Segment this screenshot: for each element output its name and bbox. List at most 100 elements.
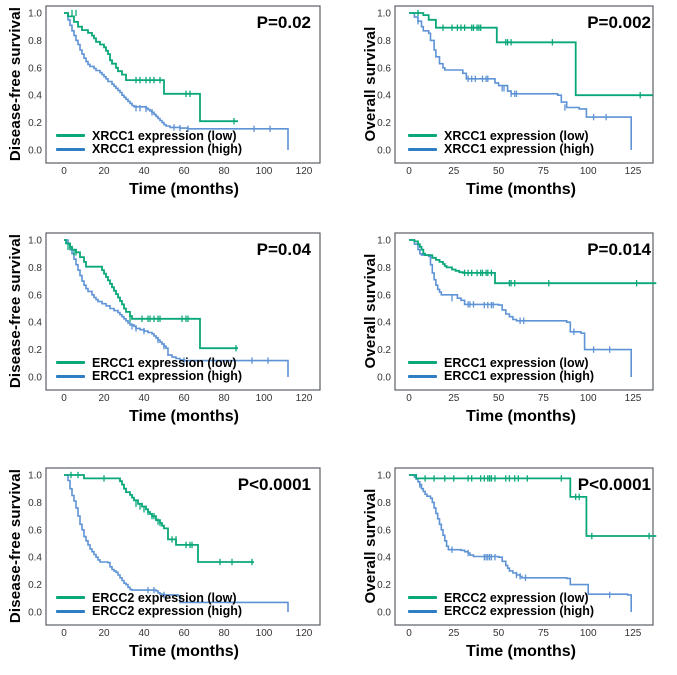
svg-text:75: 75 bbox=[538, 166, 550, 177]
svg-text:0.8: 0.8 bbox=[28, 263, 42, 274]
legend-row-high: ERCC1 expression (high) bbox=[56, 369, 243, 384]
p-value-label: P=0.014 bbox=[587, 240, 651, 259]
legend-label-low: ERCC2 expression (low) bbox=[444, 590, 589, 605]
legend-row-high: ERCC2 expression (high) bbox=[56, 604, 243, 619]
svg-text:60: 60 bbox=[178, 166, 190, 177]
legend: XRCC1 expression (low) XRCC1 expression … bbox=[56, 129, 242, 156]
svg-text:0: 0 bbox=[61, 628, 67, 639]
legend-row-low: ERCC1 expression (low) bbox=[408, 356, 594, 370]
svg-text:75: 75 bbox=[538, 393, 550, 404]
svg-text:100: 100 bbox=[256, 166, 273, 177]
svg-text:0.0: 0.0 bbox=[28, 373, 42, 384]
svg-text:50: 50 bbox=[493, 628, 505, 639]
legend-label-high: ERCC2 expression (high) bbox=[444, 604, 595, 619]
p-value-label: P=0.04 bbox=[256, 240, 311, 259]
svg-text:40: 40 bbox=[138, 628, 150, 639]
x-axis-title: Time (months) bbox=[129, 408, 239, 425]
svg-text:125: 125 bbox=[625, 628, 642, 639]
legend: ERCC2 expression (low) ERCC2 expression … bbox=[56, 591, 242, 618]
svg-text:75: 75 bbox=[538, 628, 550, 639]
x-axis-title: Time (months) bbox=[466, 408, 576, 425]
legend-swatch-high bbox=[56, 147, 85, 151]
svg-text:60: 60 bbox=[178, 628, 190, 639]
panel-dfs-xrcc1: 0 20 40 60 80 100 120 0.0 0.2 0.4 0.6 0.8 1.0 Diseas… bbox=[0, 0, 339, 225]
km-plot-dfs-ercc2: 0 20 40 60 80 100 120 0.0 0.2 0.4 0.6 0.8 1.0 bbox=[28, 467, 321, 639]
svg-text:0.0: 0.0 bbox=[377, 608, 391, 619]
svg-text:0.2: 0.2 bbox=[377, 345, 391, 356]
svg-text:60: 60 bbox=[178, 393, 190, 404]
svg-text:120: 120 bbox=[296, 393, 313, 404]
x-axis-title: Time (months) bbox=[466, 181, 576, 198]
panel-dfs-ercc2: 0 20 40 60 80 100 120 0.0 0.2 0.4 0.6 0.8 1.0 Diseas… bbox=[0, 450, 339, 675]
x-axis-title: Time (months) bbox=[129, 643, 239, 660]
svg-text:50: 50 bbox=[493, 393, 505, 404]
km-plot-os-ercc1: 0 25 50 75 100 125 0.0 0.2 0.4 0.6 0.8 1.0 bbox=[377, 232, 657, 404]
svg-text:0.4: 0.4 bbox=[28, 318, 42, 329]
svg-text:0: 0 bbox=[406, 628, 412, 639]
svg-text:0.4: 0.4 bbox=[28, 91, 42, 102]
legend-label-low: ERCC1 expression (low) bbox=[444, 355, 589, 370]
y-axis-title: Disease-free survival bbox=[7, 6, 24, 162]
svg-text:25: 25 bbox=[448, 628, 460, 639]
p-value-label: P=0.002 bbox=[587, 13, 651, 32]
svg-text:0.6: 0.6 bbox=[377, 290, 391, 301]
legend-label-high: XRCC1 expression (high) bbox=[92, 142, 243, 157]
svg-text:0.2: 0.2 bbox=[28, 345, 42, 356]
svg-text:0.2: 0.2 bbox=[28, 118, 42, 129]
svg-text:0.6: 0.6 bbox=[28, 525, 42, 536]
svg-text:0: 0 bbox=[406, 166, 412, 177]
svg-text:1.0: 1.0 bbox=[28, 471, 42, 482]
svg-text:20: 20 bbox=[98, 628, 110, 639]
y-axis-title: Overall survival bbox=[362, 488, 379, 604]
legend-label-high: ERCC1 expression (high) bbox=[92, 369, 243, 384]
legend-label-low: ERCC1 expression (low) bbox=[92, 355, 237, 370]
x-axis-title: Time (months) bbox=[129, 181, 239, 198]
svg-text:80: 80 bbox=[218, 166, 230, 177]
legend-row-high: XRCC1 expression (high) bbox=[56, 142, 243, 157]
svg-text:0.2: 0.2 bbox=[377, 118, 391, 129]
svg-text:0: 0 bbox=[61, 166, 67, 177]
svg-text:0.0: 0.0 bbox=[377, 373, 391, 384]
y-axis-title: Overall survival bbox=[362, 253, 379, 369]
y-axis-title: Overall survival bbox=[362, 26, 379, 142]
legend-label-low: XRCC1 expression (low) bbox=[92, 128, 237, 143]
svg-text:0.8: 0.8 bbox=[377, 36, 391, 47]
legend-swatch-low bbox=[56, 134, 85, 138]
legend-swatch-low bbox=[408, 596, 437, 600]
svg-text:100: 100 bbox=[256, 393, 273, 404]
svg-text:100: 100 bbox=[580, 166, 597, 177]
svg-text:50: 50 bbox=[493, 166, 505, 177]
legend-swatch-low bbox=[56, 596, 85, 600]
legend-label-high: ERCC2 expression (high) bbox=[92, 604, 243, 619]
svg-text:20: 20 bbox=[98, 393, 110, 404]
legend-swatch-high bbox=[408, 374, 437, 378]
km-plot-os-ercc2: 0 25 50 75 100 125 0.0 0.2 0.4 0.6 0.8 1.0 bbox=[377, 467, 657, 639]
svg-text:0.0: 0.0 bbox=[377, 146, 391, 157]
legend-row-low: ERCC2 expression (low) bbox=[408, 591, 594, 605]
svg-text:0: 0 bbox=[406, 393, 412, 404]
legend-swatch-high bbox=[56, 374, 85, 378]
svg-text:0.4: 0.4 bbox=[28, 553, 42, 564]
svg-text:0.6: 0.6 bbox=[377, 63, 391, 74]
svg-text:0.4: 0.4 bbox=[377, 91, 391, 102]
svg-text:1.0: 1.0 bbox=[28, 9, 42, 20]
panel-os-xrcc1: 0 25 50 75 100 125 0.0 0.2 0.4 0.6 0.8 1.0 Overall … bbox=[339, 0, 677, 225]
svg-text:0.8: 0.8 bbox=[377, 498, 391, 509]
svg-text:0.2: 0.2 bbox=[377, 580, 391, 591]
legend-label-high: ERCC1 expression (high) bbox=[444, 369, 595, 384]
legend: ERCC1 expression (low) ERCC1 expression … bbox=[56, 356, 242, 383]
svg-text:0: 0 bbox=[61, 393, 67, 404]
legend-swatch-high bbox=[56, 609, 85, 613]
panel-os-ercc2: 0 25 50 75 100 125 0.0 0.2 0.4 0.6 0.8 1.0 Overall … bbox=[339, 450, 677, 675]
x-axis-title: Time (months) bbox=[466, 643, 576, 660]
legend: ERCC2 expression (low) ERCC2 expression … bbox=[408, 591, 594, 618]
svg-text:0.6: 0.6 bbox=[28, 290, 42, 301]
svg-text:0.6: 0.6 bbox=[28, 63, 42, 74]
svg-text:125: 125 bbox=[625, 393, 642, 404]
svg-text:0.4: 0.4 bbox=[377, 318, 391, 329]
y-axis-title: Disease-free survival bbox=[7, 233, 24, 389]
legend-row-high: XRCC1 expression (high) bbox=[408, 142, 594, 156]
p-value-label: P=0.02 bbox=[256, 13, 311, 32]
svg-text:20: 20 bbox=[98, 166, 110, 177]
